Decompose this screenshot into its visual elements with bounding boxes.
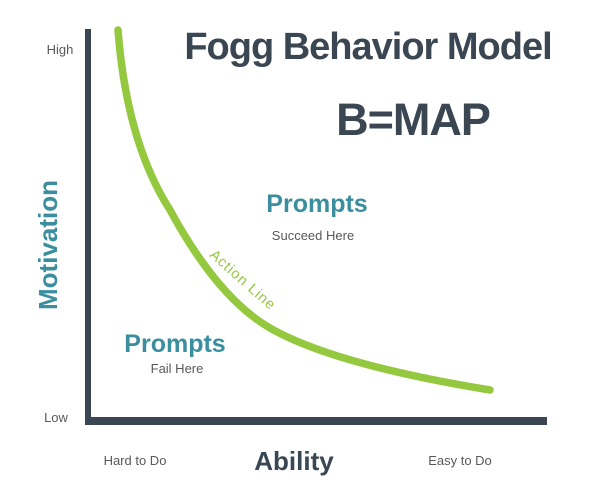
y-axis-line (85, 29, 91, 425)
y-axis-low-label: Low (44, 410, 68, 425)
x-axis-line (85, 417, 547, 425)
prompts-fail-heading: Prompts (124, 330, 226, 358)
y-axis-title: Motivation (33, 180, 63, 310)
prompts-fail-subtext: Fail Here (150, 361, 204, 376)
diagram-title: Fogg Behavior Model (184, 26, 552, 68)
x-axis-hard-label: Hard to Do (103, 453, 167, 468)
x-axis-title: Ability (254, 446, 334, 476)
x-axis-easy-label: Easy to Do (428, 453, 492, 468)
y-axis-high-label: High (46, 42, 74, 57)
behavior-formula: B=MAP (336, 94, 491, 145)
action-line-curve (114, 26, 494, 394)
prompts-succeed-subtext: Succeed Here (271, 228, 355, 243)
prompts-succeed-heading: Prompts (266, 190, 368, 218)
